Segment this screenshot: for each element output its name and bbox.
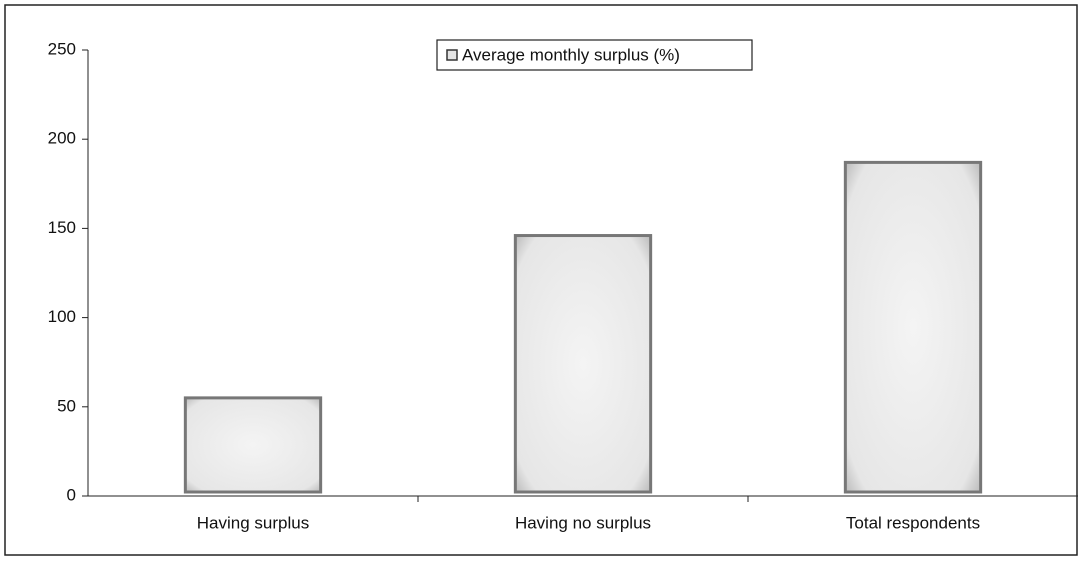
legend-label: Average monthly surplus (%): [462, 45, 680, 64]
legend-box: [436, 39, 753, 71]
bar: [843, 160, 983, 494]
y-tick-label: 0: [67, 485, 76, 504]
x-tick-label: Total respondents: [846, 513, 980, 532]
bar: [513, 234, 653, 494]
y-tick-label: 200: [48, 129, 76, 148]
y-tick-label: 150: [48, 218, 76, 237]
y-tick-label: 250: [48, 39, 76, 58]
legend-swatch: [446, 49, 458, 61]
y-tick-label: 100: [48, 307, 76, 326]
x-tick-label: Having surplus: [197, 513, 309, 532]
bar: [183, 396, 323, 494]
x-tick-label: Having no surplus: [515, 513, 651, 532]
y-tick-label: 50: [57, 396, 76, 415]
